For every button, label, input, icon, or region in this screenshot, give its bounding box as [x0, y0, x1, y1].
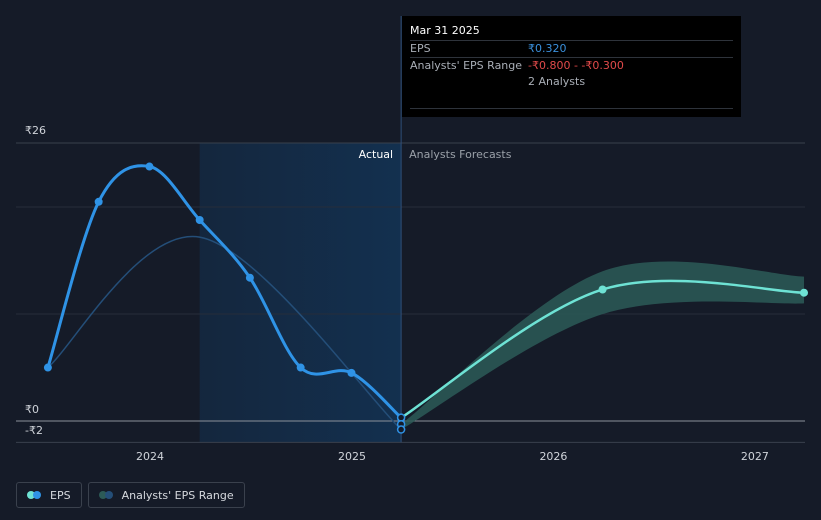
- tooltip-range-value: -₹0.800 - -₹0.300: [528, 59, 624, 72]
- forecast-section-label: Analysts Forecasts: [409, 148, 512, 161]
- eps-actual-line: [46, 164, 403, 419]
- eps-actual-point: [347, 368, 356, 377]
- y-tick-label-bottom: -₹2: [25, 424, 43, 437]
- eps-actual-point: [245, 273, 254, 282]
- tooltip-eps-value: ₹0.320: [528, 42, 567, 55]
- tooltip-divider: [410, 108, 733, 109]
- range-swatch-icon: [98, 491, 113, 499]
- tooltip-analysts: 2 Analysts: [528, 75, 586, 88]
- tooltip-analysts-row: 2 Analysts: [410, 74, 733, 90]
- past-range-trend-line: [47, 235, 402, 431]
- x-tick-label-2026: 2026: [539, 450, 567, 463]
- eps-actual-point: [145, 162, 154, 171]
- legend-range[interactable]: Analysts' EPS Range: [87, 482, 245, 508]
- y-tick-label-top: ₹26: [25, 124, 46, 137]
- eps-actual-point: [296, 363, 305, 372]
- legend-eps[interactable]: EPS: [16, 482, 82, 508]
- chart-legend: EPS Analysts' EPS Range: [16, 482, 245, 508]
- eps-forecast-point: [598, 285, 607, 294]
- tooltip-eps-label: EPS: [410, 42, 431, 55]
- eps-tooltip: Mar 31 2025 EPS ₹0.320 Analysts' EPS Ran…: [402, 16, 741, 117]
- legend-range-label: Analysts' EPS Range: [121, 488, 234, 502]
- tooltip-date: Mar 31 2025: [410, 24, 480, 37]
- actual-section-label: Actual: [359, 148, 393, 161]
- actual-period-shade: [199, 143, 402, 443]
- tooltip-eps-row: EPS ₹0.320: [410, 40, 733, 57]
- eps-range-band: [401, 261, 805, 430]
- eps-actual-point: [94, 197, 103, 206]
- x-tick-label-2027: 2027: [741, 450, 769, 463]
- eps-actual-point: [195, 215, 204, 224]
- tooltip-range-row: Analysts' EPS Range -₹0.800 - -₹0.300: [410, 57, 733, 74]
- x-tick-label-2025: 2025: [338, 450, 366, 463]
- x-tick-label-2024: 2024: [136, 450, 164, 463]
- eps-forecast-point: [800, 288, 809, 297]
- eps-swatch-icon: [27, 491, 41, 499]
- legend-eps-label: EPS: [50, 488, 71, 502]
- tooltip-range-label: Analysts' EPS Range: [410, 59, 523, 72]
- highlight-marker: [396, 425, 406, 434]
- y-tick-label-zero: ₹0: [25, 403, 39, 416]
- eps-actual-point: [43, 363, 52, 372]
